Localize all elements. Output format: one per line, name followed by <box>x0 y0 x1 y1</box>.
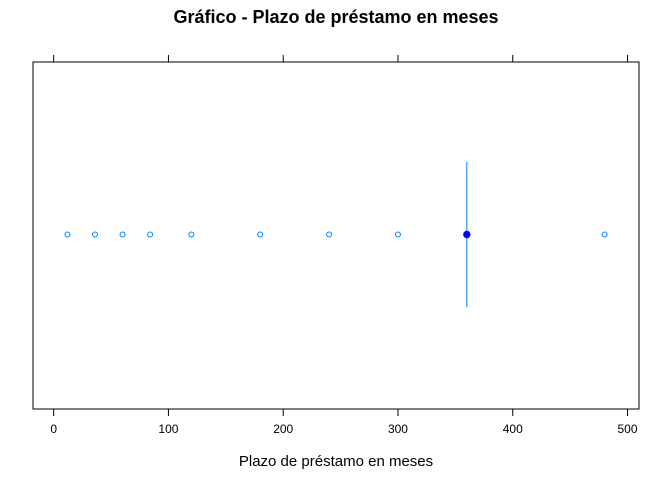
bottom-axis <box>53 409 629 416</box>
tick-label-400: 400 <box>503 422 523 436</box>
data-point-0 <box>64 231 71 238</box>
tick-label-0: 0 <box>50 422 57 436</box>
data-point-3 <box>147 231 154 238</box>
data-point-1 <box>91 231 98 238</box>
tick-labels: 0 100 200 300 400 500 <box>50 422 638 436</box>
tick-label-300: 300 <box>388 422 408 436</box>
chart-title: Gráfico - Plazo de préstamo en meses <box>173 7 498 27</box>
data-points <box>64 230 608 239</box>
data-point-6 <box>326 231 333 238</box>
data-point-5 <box>257 231 264 238</box>
data-point-9 <box>601 231 608 238</box>
top-axis <box>53 55 629 62</box>
x-axis-label: Plazo de préstamo en meses <box>239 453 433 470</box>
plot-area <box>32 61 640 410</box>
data-point-highlight <box>463 230 471 239</box>
data-point-2 <box>119 231 126 238</box>
tick-label-500: 500 <box>618 422 638 436</box>
data-point-7 <box>394 231 401 238</box>
tick-label-200: 200 <box>273 422 293 436</box>
tick-label-100: 100 <box>158 422 178 436</box>
data-point-4 <box>188 231 195 238</box>
